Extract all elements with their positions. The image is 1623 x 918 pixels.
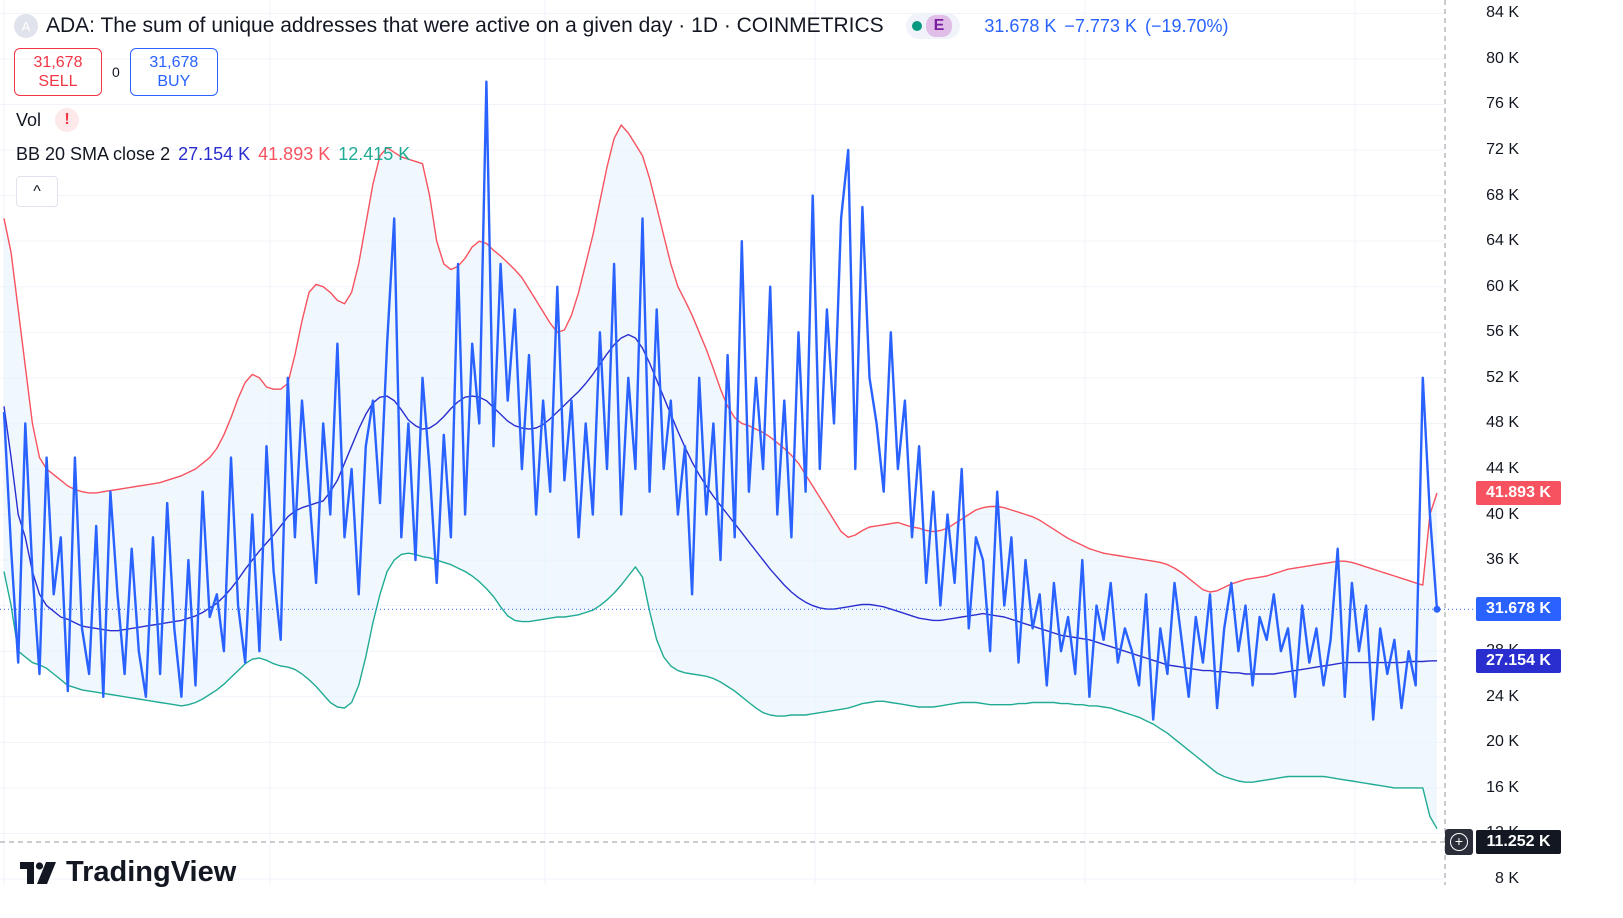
bb-basis-line (3, 333, 1438, 675)
y-tick-label: 80 K (1486, 49, 1519, 67)
vol-label: Vol (16, 109, 42, 130)
chevron-up-icon: ^ (33, 182, 41, 200)
brand-name: TradingView (66, 856, 237, 888)
y-tick-label: 44 K (1486, 459, 1519, 477)
buy-button[interactable]: 31,678 BUY (129, 48, 218, 96)
bb-upper-price-label: 41.893 K (1476, 480, 1561, 505)
y-tick-label: 8 K (1494, 870, 1519, 887)
y-tick-label: 84 K (1486, 4, 1519, 22)
chart-title[interactable]: ADA: The sum of unique addresses that we… (46, 14, 884, 37)
y-tick-label: 76 K (1486, 95, 1519, 113)
buy-label: BUY (157, 73, 191, 90)
bb-basis-value: 27.154 K (178, 144, 251, 164)
plus-circle-icon: + (1450, 833, 1468, 851)
y-tick-label: 68 K (1486, 186, 1519, 204)
bb-lower-value: 12.415 K (338, 144, 411, 164)
bb-upper-value: 41.893 K (258, 144, 331, 164)
y-tick-label: 36 K (1486, 551, 1519, 569)
y-tick-label: 72 K (1486, 141, 1519, 159)
bb-lower-line (3, 552, 1438, 830)
bb-basis-price-label: 27.154 K (1476, 648, 1561, 673)
data-source-badge[interactable]: E (925, 15, 953, 37)
tradingview-logo-icon (20, 861, 56, 884)
trade-panel: 31,678 SELL 0 31,678 BUY (14, 48, 218, 96)
change-value: −7.773 K (1064, 15, 1137, 36)
sell-label: SELL (38, 73, 78, 90)
y-tick-label: 20 K (1486, 733, 1519, 751)
status-pill[interactable]: E (905, 13, 961, 39)
y-tick-label: 60 K (1486, 277, 1519, 295)
last-price-label: 31.678 K (1476, 597, 1561, 622)
vol-legend[interactable]: Vol ! (16, 108, 80, 132)
bb-label: BB 20 SMA close 2 (16, 144, 171, 164)
y-tick-label: 64 K (1486, 232, 1519, 250)
header-values: 31.678 K −7.773 K (−19.70%) (984, 16, 1228, 37)
ada-active-addresses-line (2, 80, 1439, 721)
y-tick-label: 24 K (1486, 687, 1519, 705)
y-tick-label: 16 K (1486, 778, 1519, 796)
warning-icon[interactable]: ! (55, 108, 80, 132)
y-tick-label: 56 K (1486, 323, 1519, 341)
tradingview-logo[interactable]: TradingView (20, 856, 236, 889)
add-alert-button[interactable]: + (1445, 829, 1473, 855)
bb-legend[interactable]: BB 20 SMA close 2 27.154 K 41.893 K 12.4… (16, 144, 410, 165)
y-tick-label: 40 K (1486, 505, 1519, 523)
chart-header: A ADA: The sum of unique addresses that … (14, 12, 1229, 40)
spread-value: 0 (112, 64, 120, 80)
change-percent: (−19.70%) (1144, 15, 1229, 36)
sell-button[interactable]: 31,678 SELL (14, 48, 102, 96)
y-tick-label: 48 K (1486, 414, 1519, 432)
market-status-dot-icon (911, 21, 922, 31)
symbol-logo-icon: A (14, 14, 38, 38)
last-value: 31.678 K (984, 15, 1057, 36)
last-point-marker (1433, 605, 1441, 613)
crosshair-price-label: 11.252 K (1476, 829, 1561, 854)
sell-price: 31,678 (33, 54, 83, 71)
buy-price: 31,678 (149, 54, 199, 71)
y-tick-label: 52 K (1486, 368, 1519, 386)
bb-band-fill (4, 125, 1437, 829)
bb-upper-line (3, 124, 1438, 593)
collapse-legend-button[interactable]: ^ (16, 176, 58, 207)
